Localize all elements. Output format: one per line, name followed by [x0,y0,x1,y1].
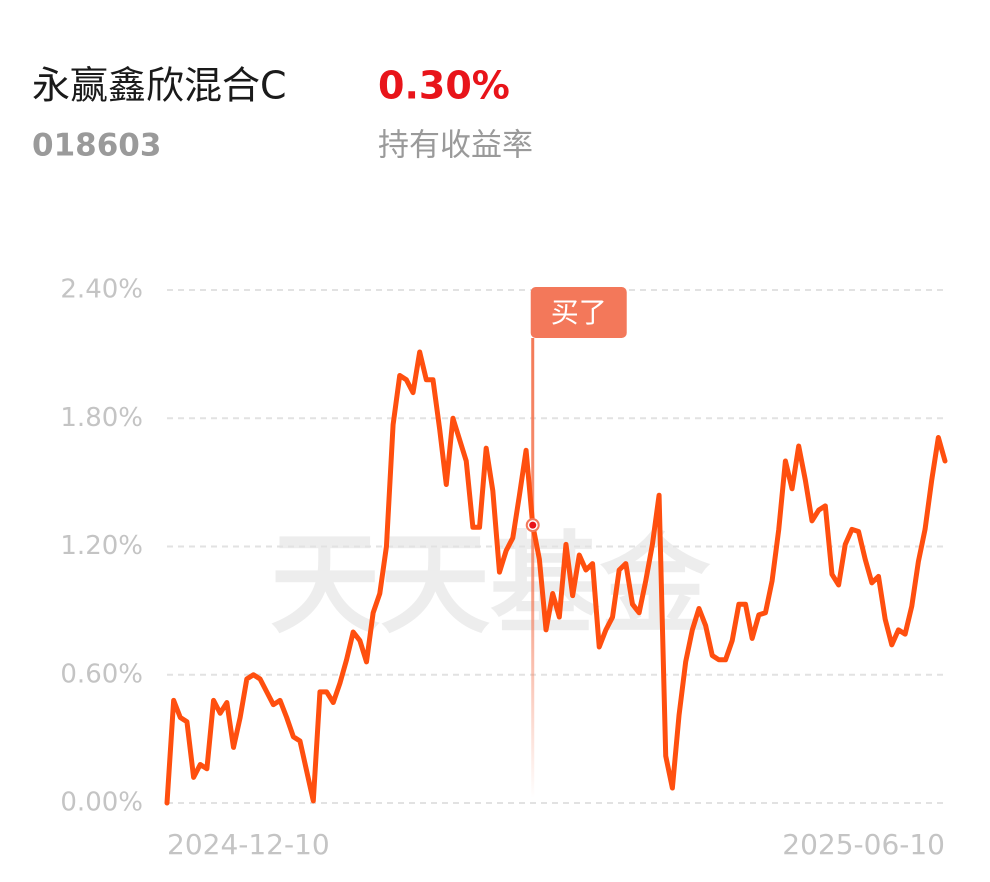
holding-return: 0.30% [378,64,510,108]
return-label: 持有收益率 [378,128,533,164]
y-tick-label: 0.00% [60,788,143,818]
chart: 天天基金 0.00% 0.60% 1.20% 1.80% 2.40% 2024-12-10 2… [60,275,948,861]
buy-badge-text: 买了 [551,296,607,329]
watermark: 天天基金 [270,520,711,648]
buy-point-core [529,521,537,529]
y-tick-label: 1.20% [60,531,143,561]
y-tick-label: 0.60% [60,659,143,689]
y-tick-label: 1.80% [60,403,143,433]
x-tick-label: 2024-12-10 [167,828,330,861]
y-tick-label: 2.40% [60,275,143,305]
fund-code: 018603 [32,128,161,164]
return-line [164,349,948,806]
buy-badge [530,287,627,338]
x-tick-label: 2025-06-10 [782,828,945,861]
fund-name: 永赢鑫欣混合C [32,64,287,108]
buy-marker-line [531,338,535,798]
